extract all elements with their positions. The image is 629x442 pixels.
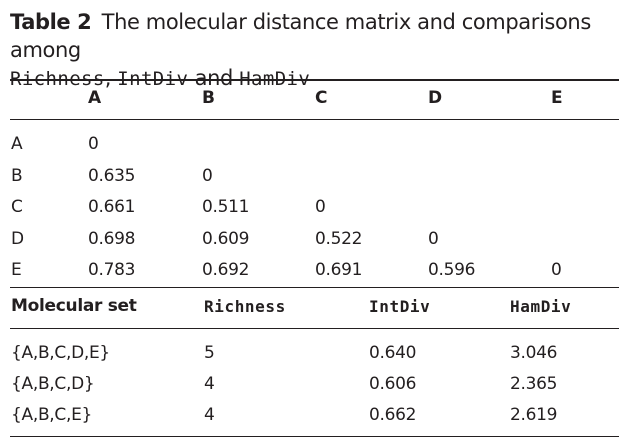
comparison-richness: 4: [204, 405, 215, 425]
table-label: Table 2: [10, 10, 92, 34]
section-rule: [10, 287, 619, 288]
matrix-cell: 0: [428, 229, 439, 249]
comparison-col-header: Richness: [204, 297, 286, 316]
matrix-col-header: D: [428, 88, 442, 108]
comparison-hamdiv: 2.619: [510, 405, 558, 425]
matrix-cell: 0: [88, 134, 99, 154]
matrix-cell: 0.511: [202, 197, 250, 217]
caption-comma: ,: [104, 66, 112, 90]
comparison-col-header: HamDiv: [510, 297, 572, 316]
matrix-cell: 0.698: [88, 229, 136, 249]
header-rule: [10, 119, 619, 120]
matrix-cell: 0.691: [315, 260, 363, 280]
matrix-cell: 0: [551, 260, 562, 280]
comparison-set: {A,B,C,E}: [11, 405, 93, 425]
matrix-cell: 0: [202, 166, 213, 186]
comparison-richness: 4: [204, 374, 215, 394]
caption-and: and: [194, 66, 234, 90]
comparison-hamdiv: 3.046: [510, 343, 558, 363]
matrix-col-header: E: [551, 88, 563, 108]
matrix-col-header: B: [202, 88, 215, 108]
matrix-row-label: A: [11, 134, 23, 154]
matrix-row-label: B: [11, 166, 23, 186]
top-rule: [10, 79, 619, 81]
comparison-richness: 5: [204, 343, 215, 363]
comparison-intdiv: 0.662: [369, 405, 417, 425]
matrix-cell: 0.783: [88, 260, 136, 280]
matrix-col-header: C: [315, 88, 328, 108]
matrix-row-label: C: [11, 197, 23, 217]
comparison-header-rule: [10, 328, 619, 329]
matrix-cell: 0.522: [315, 229, 363, 249]
comparison-col-header: IntDiv: [369, 297, 431, 316]
comparison-col-header: Molecular set: [11, 296, 137, 316]
comparison-intdiv: 0.640: [369, 343, 417, 363]
comparison-intdiv: 0.606: [369, 374, 417, 394]
matrix-col-header: A: [88, 88, 101, 108]
matrix-cell: 0.661: [88, 197, 136, 217]
matrix-cell: 0.692: [202, 260, 250, 280]
caption-text: The molecular distance matrix and compar…: [10, 10, 591, 62]
matrix-cell: 0.635: [88, 166, 136, 186]
comparison-hamdiv: 2.365: [510, 374, 558, 394]
matrix-cell: 0.596: [428, 260, 476, 280]
comparison-set: {A,B,C,D,E}: [11, 343, 110, 363]
matrix-row-label: D: [11, 229, 24, 249]
matrix-row-label: E: [11, 260, 22, 280]
comparison-set: {A,B,C,D}: [11, 374, 95, 394]
matrix-cell: 0.609: [202, 229, 250, 249]
bottom-rule: [10, 436, 619, 437]
matrix-cell: 0: [315, 197, 326, 217]
